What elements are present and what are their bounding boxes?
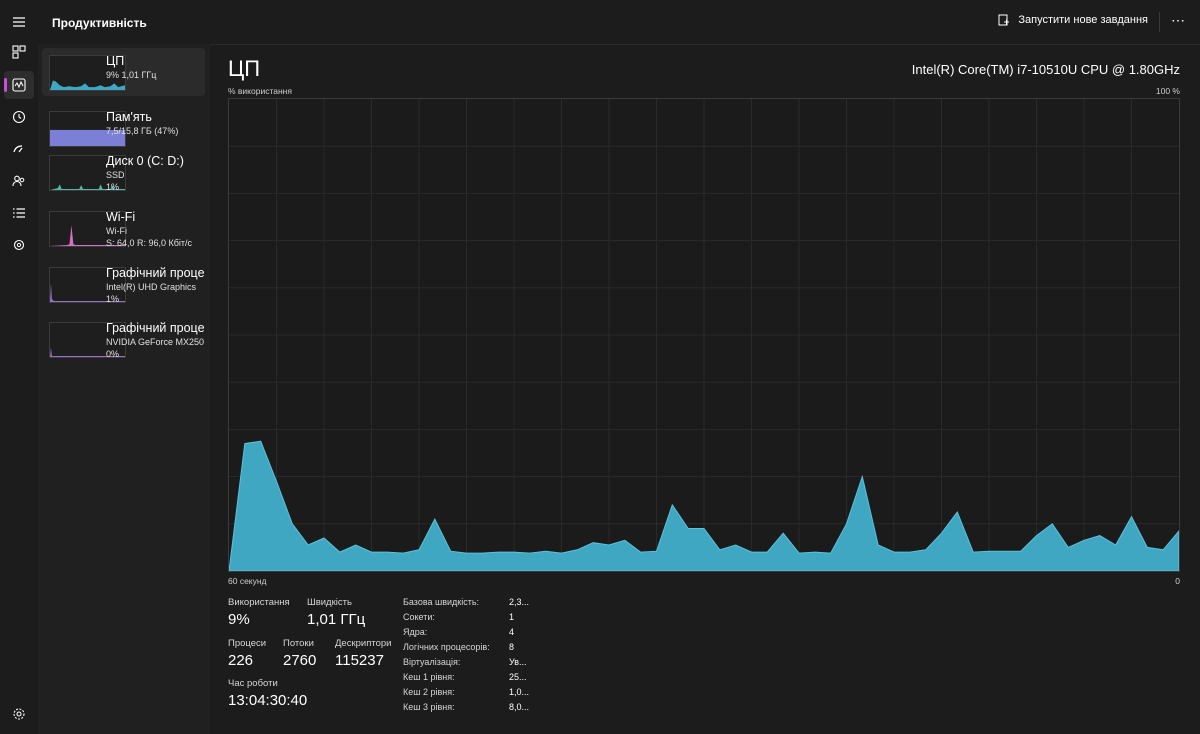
spec-label: Кеш 2 рівня: <box>403 687 455 697</box>
resource-title: Графічний проце <box>106 321 205 335</box>
cpu-model: Intel(R) Core(TM) i7-10510U CPU @ 1.80GH… <box>911 62 1180 77</box>
users-icon[interactable] <box>4 167 34 195</box>
processes-icon[interactable] <box>4 38 34 66</box>
handles-value: 115237 <box>335 652 384 669</box>
navigation-rail <box>0 0 38 734</box>
cpu-usage-graph <box>228 98 1180 572</box>
cpu-usage-area <box>229 440 1179 571</box>
run-task-label: Запустити нове завдання <box>1018 14 1148 26</box>
gpu-thumbnail-graph <box>49 267 126 303</box>
resource-detail: Intel(R) UHD Graphics <box>106 282 197 292</box>
spec-value: 1 <box>509 612 515 622</box>
resource-item-wifi[interactable]: Wi-Fi Wi-Fi S: 64,0 R: 96,0 Кбіт/с <box>42 204 205 252</box>
uptime-value: 13:04:30:40 <box>228 692 308 709</box>
app-history-icon[interactable] <box>4 103 34 131</box>
resource-detail: NVIDIA GeForce MX250 <box>106 337 205 347</box>
resource-detail: 7,5/15,8 ГБ (47%) <box>106 126 179 136</box>
resource-item-disk[interactable]: Диск 0 (C: D:) SSD 1% <box>42 148 205 196</box>
resource-title: ЦП <box>106 54 125 68</box>
wifi-thumbnail-graph <box>49 211 126 247</box>
spec-label: Сокети: <box>403 612 435 622</box>
y-axis-max-label: 100 % <box>1155 86 1180 96</box>
resource-detail: 1% <box>106 294 120 304</box>
uptime-label: Час роботи <box>228 678 278 689</box>
handles-label: Дескриптори <box>335 638 392 649</box>
cpu-usage-chart <box>229 99 1179 571</box>
resource-title: Графічний проце <box>106 266 205 280</box>
usage-value: 9% <box>228 611 250 628</box>
resource-detail: S: 64,0 R: 96,0 Кбіт/с <box>106 238 193 248</box>
resource-title: Пам'ять <box>106 110 152 124</box>
usage-label: Використання <box>228 597 290 608</box>
spec-label: Віртуалізація: <box>403 657 461 667</box>
threads-value: 2760 <box>283 652 317 669</box>
resource-list: ЦП 9% 1,01 ГГц Пам'ять 7,5/15,8 ГБ (47%)… <box>38 44 210 734</box>
resource-item-gpu-nvidia[interactable]: Графічний проце NVIDIA GeForce MX250 0% <box>42 315 205 363</box>
spec-value: 4 <box>509 627 515 637</box>
processes-label: Процеси <box>228 638 267 649</box>
processes-value: 226 <box>228 652 254 669</box>
speed-value: 1,01 ГГц <box>307 611 366 628</box>
startup-apps-icon[interactable] <box>4 135 34 163</box>
gpu-thumbnail-graph <box>49 322 126 358</box>
speed-label: Швидкість <box>307 597 352 608</box>
cpu-thumbnail-graph <box>49 55 126 91</box>
services-icon[interactable] <box>4 231 34 259</box>
resource-detail: 1% <box>106 182 120 192</box>
resource-item-gpu-intel[interactable]: Графічний проце Intel(R) UHD Graphics 1% <box>42 260 205 308</box>
x-axis-left-label: 60 секунд <box>228 576 267 586</box>
page-title: Продуктивність <box>52 16 147 30</box>
resource-detail: 0% <box>106 349 120 359</box>
resource-title: Wi-Fi <box>106 210 136 224</box>
settings-icon[interactable] <box>4 700 34 728</box>
y-axis-label: % використання <box>228 86 292 96</box>
resource-detail: SSD <box>106 170 125 180</box>
spec-value: 25... <box>509 672 527 682</box>
resource-detail: 9% 1,01 ГГц <box>106 70 157 80</box>
spec-value: 1,0... <box>509 687 530 697</box>
run-new-task-button[interactable]: Запустити нове завдання <box>998 14 1148 26</box>
details-icon[interactable] <box>4 199 34 227</box>
spec-value: 2,3... <box>509 597 530 607</box>
memory-thumbnail-graph <box>49 111 126 147</box>
threads-label: Потоки <box>283 638 314 649</box>
header-bar: Продуктивність Запустити нове завдання ⋯ <box>38 0 1200 45</box>
resource-item-memory[interactable]: Пам'ять 7,5/15,8 ГБ (47%) <box>42 104 205 152</box>
spec-label: Кеш 3 рівня: <box>403 702 455 712</box>
header-divider <box>1159 12 1160 32</box>
x-axis-right-label: 0 <box>1175 576 1180 586</box>
spec-label: Кеш 1 рівня: <box>403 672 455 682</box>
cpu-title: ЦП <box>228 56 261 81</box>
disk-thumbnail-graph <box>49 155 126 191</box>
hamburger-icon[interactable] <box>4 8 34 36</box>
performance-icon[interactable] <box>4 71 34 99</box>
spec-value: Ув... <box>509 657 527 667</box>
resource-title: Диск 0 (C: D:) <box>106 154 184 168</box>
run-task-icon <box>998 14 1010 26</box>
more-options-button[interactable]: ⋯ <box>1171 12 1186 28</box>
resource-item-cpu[interactable]: ЦП 9% 1,01 ГГц <box>42 48 205 96</box>
spec-label: Ядра: <box>403 627 428 637</box>
cpu-detail-panel: ЦП Intel(R) Core(TM) i7-10510U CPU @ 1.8… <box>210 44 1200 734</box>
spec-label: Логічних процесорів: <box>403 642 490 652</box>
spec-value: 8 <box>509 642 515 652</box>
resource-detail: Wi-Fi <box>106 226 127 236</box>
spec-label: Базова швидкість: <box>403 597 480 607</box>
spec-value: 8,0... <box>509 702 530 712</box>
